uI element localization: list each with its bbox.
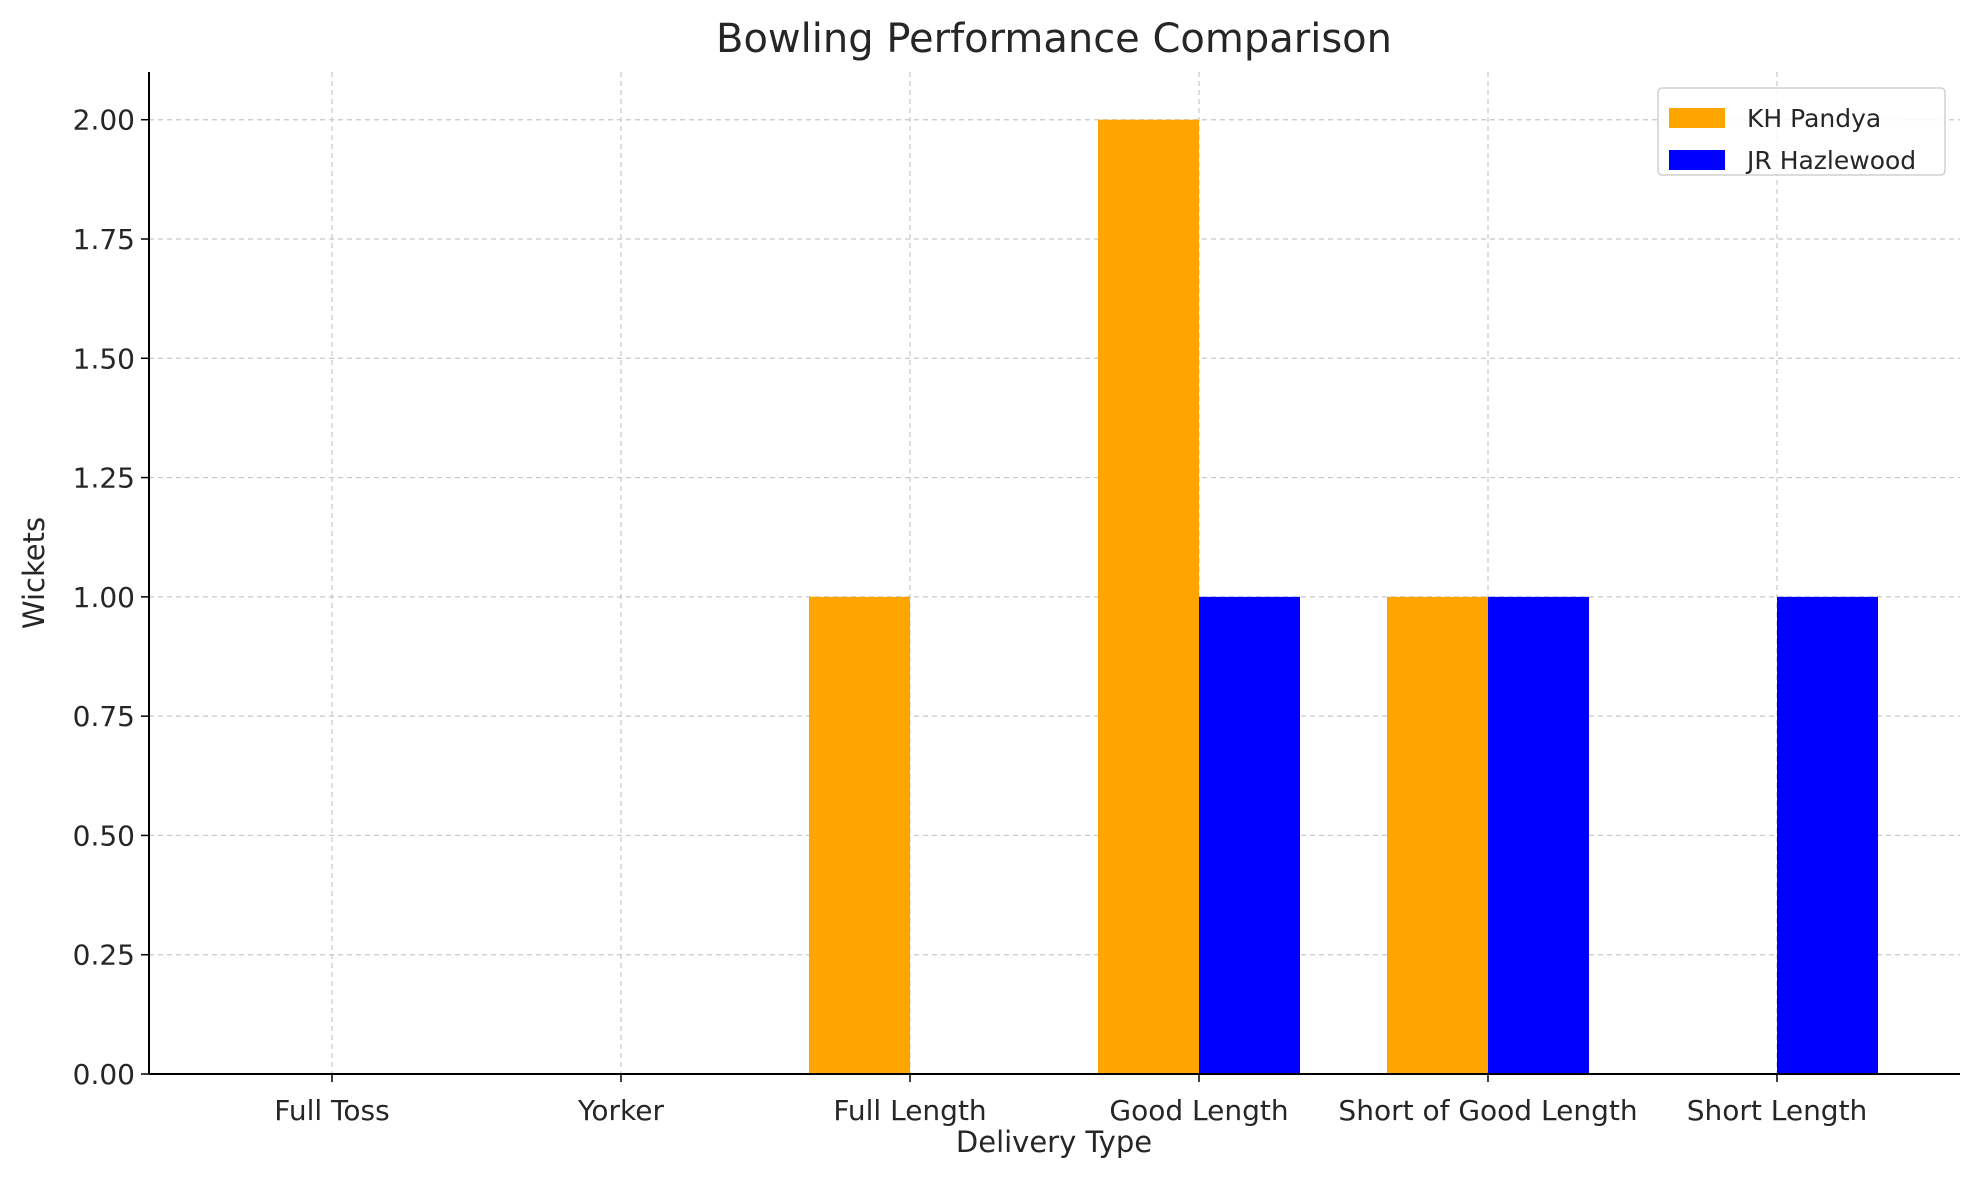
x-tick-label: Full Length: [833, 1094, 986, 1127]
bar-kh-pandya: [809, 596, 910, 1074]
chart-title: Bowling Performance Comparison: [716, 16, 1392, 62]
x-axis-label: Delivery Type: [956, 1125, 1152, 1159]
legend-box: [1657, 87, 1946, 176]
bar-jr-hazlewood: [1777, 596, 1878, 1074]
x-tick-label: Short of Good Length: [1338, 1094, 1637, 1127]
legend-label: JR Hazlewood: [1745, 146, 1916, 175]
y-tick-label: 0.00: [73, 1058, 135, 1091]
bars: [809, 119, 1878, 1074]
x-tick-label: Good Length: [1109, 1094, 1288, 1127]
y-tick-label: 1.75: [73, 223, 135, 256]
y-tick-label: 2.00: [73, 104, 135, 137]
x-tick-label: Short Length: [1687, 1094, 1868, 1127]
bar-jr-hazlewood: [1488, 596, 1589, 1074]
bar-kh-pandya: [1098, 119, 1199, 1074]
axes: 0.00 0.25 0.50 0.75 1.00 1.25 1.50 1.75 2.00 Full…: [73, 72, 1960, 1127]
grid: [149, 72, 1960, 1075]
bar-kh-pandya: [1387, 596, 1488, 1074]
y-axis-label: Wickets: [17, 517, 51, 629]
legend-swatch: [1669, 108, 1725, 128]
x-tick-label: Full Toss: [274, 1094, 389, 1127]
bar-jr-hazlewood: [1199, 596, 1300, 1074]
y-tick-label: 1.00: [73, 581, 135, 614]
y-tick-label: 1.50: [73, 342, 135, 375]
x-tick-label: Yorker: [577, 1094, 664, 1127]
legend: KH Pandya JR Hazlewood: [1657, 87, 1946, 176]
y-tick-label: 0.25: [73, 939, 135, 972]
y-tick-label: 0.50: [73, 819, 135, 852]
y-tick-label: 1.25: [73, 462, 135, 495]
legend-swatch: [1669, 150, 1725, 170]
y-tick-label: 0.75: [73, 700, 135, 733]
legend-label: KH Pandya: [1747, 104, 1881, 133]
